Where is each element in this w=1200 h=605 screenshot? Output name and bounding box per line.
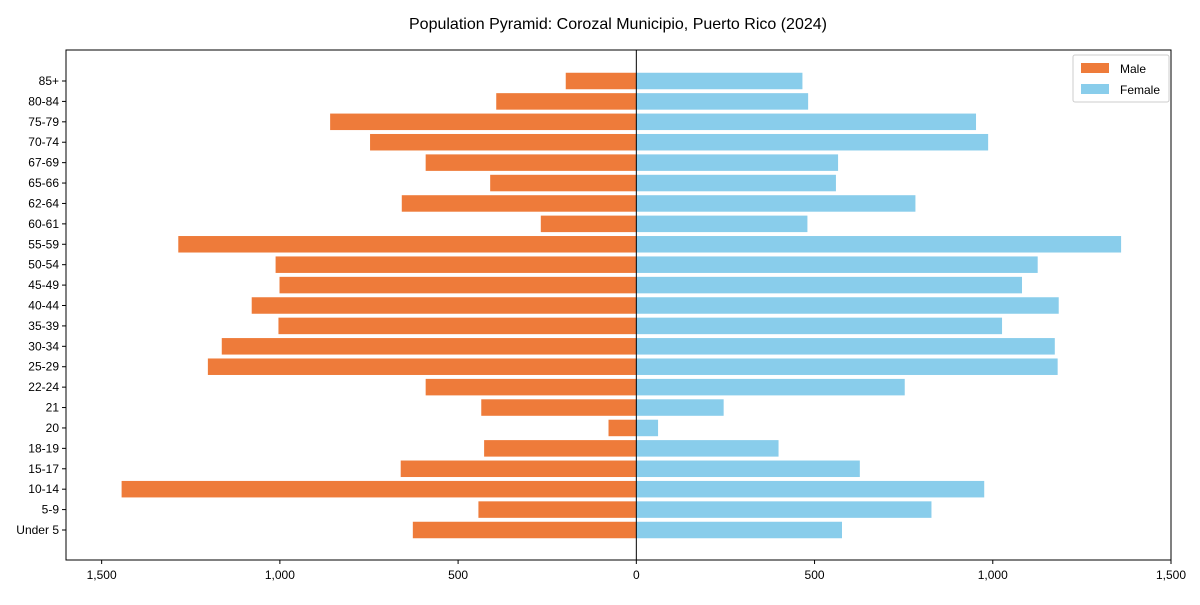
bar-male (484, 440, 637, 457)
bar-male (279, 276, 637, 294)
legend: Male Female (1072, 54, 1170, 103)
bar-male (478, 501, 637, 518)
y-tick-label: 22-24 (28, 380, 59, 394)
bar-female (636, 276, 1023, 294)
bar-female (636, 480, 985, 498)
bar-female (636, 297, 1059, 314)
y-tick-label: Under 5 (16, 523, 59, 537)
bar-male (178, 236, 637, 253)
legend-swatch-male (1081, 63, 1109, 73)
bar-female (636, 358, 1058, 375)
y-tick-label: 35-39 (28, 319, 59, 333)
bar-female (636, 236, 1122, 253)
y-tick-label: 70-74 (28, 135, 59, 149)
bar-female (636, 93, 809, 110)
y-tick-label: 25-29 (28, 360, 59, 374)
bar-female (636, 154, 839, 171)
bar-male (540, 215, 637, 233)
plot-frame (65, 49, 1172, 561)
legend-label-male: Male (1120, 62, 1146, 76)
bar-male (412, 521, 637, 539)
bar-male (275, 256, 637, 273)
x-tick-label: 1,000 (265, 568, 295, 582)
y-tick-label: 21 (46, 401, 60, 415)
y-tick-label: 60-61 (28, 217, 59, 231)
bar-female (636, 378, 905, 396)
legend-swatch-female (1081, 84, 1109, 94)
bar-male (251, 297, 637, 314)
bar-female (636, 338, 1055, 355)
bar-female (636, 399, 724, 416)
y-tick-label: 62-64 (28, 196, 59, 210)
y-tick-label: 40-44 (28, 299, 59, 313)
bar-female (636, 215, 808, 233)
y-tick-label: 50-54 (28, 258, 59, 272)
bar-female (636, 133, 989, 151)
x-tick-label: 1,500 (1156, 568, 1186, 582)
bar-female (636, 501, 932, 518)
bar-male (608, 419, 637, 437)
bar-female (636, 195, 916, 212)
chart-title: Population Pyramid: Corozal Municipio, P… (409, 16, 827, 33)
bar-male (481, 399, 637, 416)
bar-male (121, 480, 637, 498)
y-tick-label: 67-69 (28, 156, 59, 170)
y-tick-label: 75-79 (28, 115, 59, 129)
bar-female (636, 317, 1003, 335)
legend-label-female: Female (1120, 83, 1160, 97)
bar-male (400, 460, 637, 478)
bar-male (490, 174, 637, 192)
bar-female (636, 521, 842, 539)
y-tick-label: 20 (46, 421, 60, 435)
y-tick-label: 45-49 (28, 278, 59, 292)
bar-male (425, 378, 637, 396)
bar-female (636, 174, 836, 192)
y-tick-label: 10-14 (28, 482, 59, 496)
x-tick-label: 500 (805, 568, 825, 582)
y-tick-label: 80-84 (28, 94, 59, 108)
bar-male (370, 133, 637, 151)
bar-female (636, 113, 977, 131)
bar-female (636, 460, 860, 478)
bar-female (636, 440, 779, 457)
bar-female (636, 256, 1038, 273)
y-tick-label: 15-17 (28, 462, 59, 476)
bar-male (278, 317, 637, 335)
y-tick-label: 55-59 (28, 237, 59, 251)
x-tick-label: 500 (448, 568, 468, 582)
x-tick-label: 1,000 (978, 568, 1008, 582)
bar-male (207, 358, 637, 375)
x-tick-label: 0 (633, 568, 640, 582)
bar-male (496, 93, 637, 110)
bar-male (330, 113, 637, 131)
bar-male (425, 154, 637, 171)
bar-male (221, 338, 637, 355)
x-tick-label: 1,500 (87, 568, 117, 582)
y-tick-label: 5-9 (42, 503, 60, 517)
bar-male (401, 195, 637, 212)
y-tick-label: 18-19 (28, 441, 59, 455)
bar-female (636, 72, 803, 90)
y-tick-label: 65-66 (28, 176, 59, 190)
bar-male (565, 72, 637, 90)
y-tick-label: 85+ (39, 74, 59, 88)
y-tick-label: 30-34 (28, 339, 59, 353)
bar-female (636, 419, 659, 437)
